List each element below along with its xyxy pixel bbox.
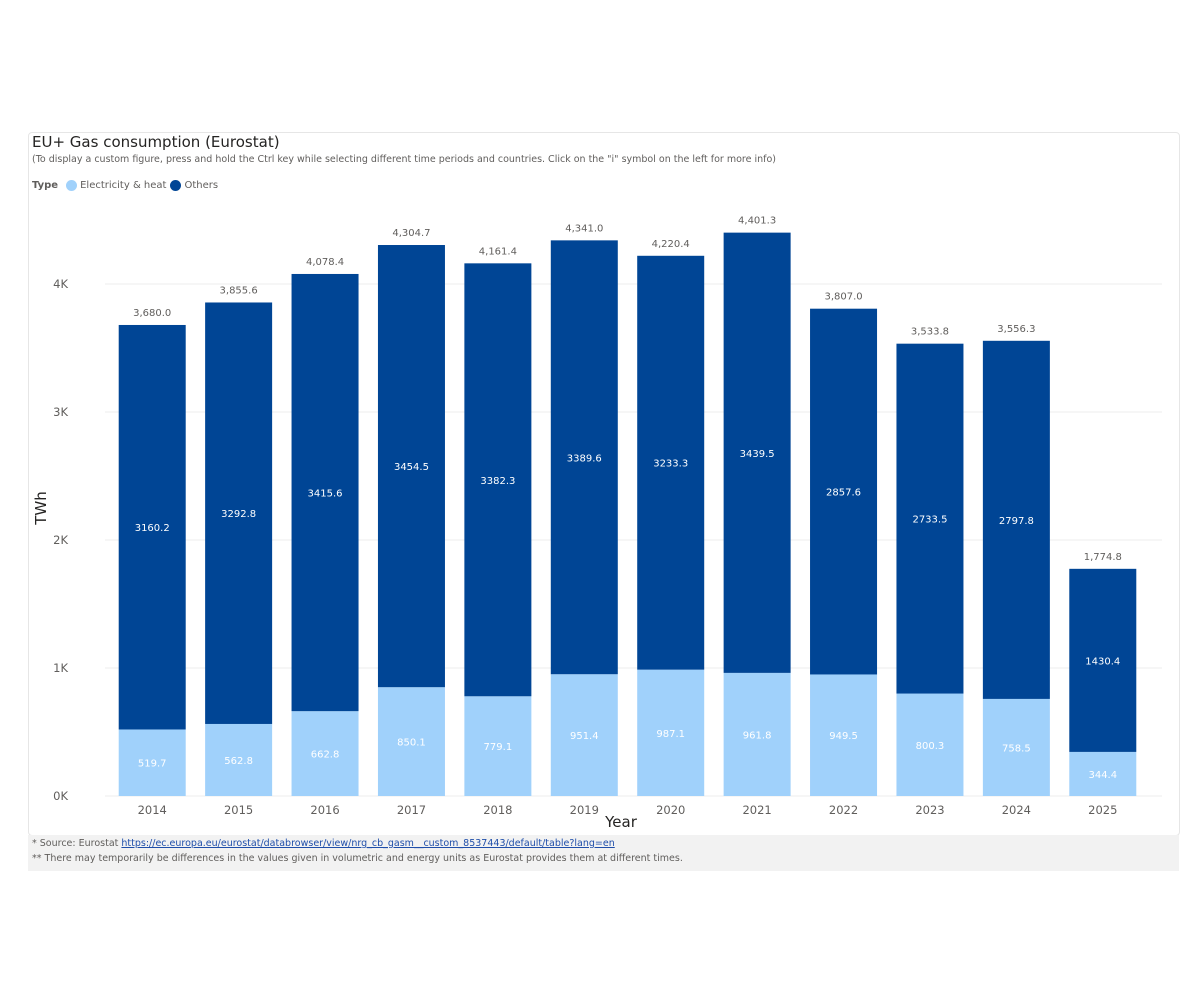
data-label-electricity-heat: 800.3: [916, 741, 945, 752]
data-label-total: 3,855.6: [220, 285, 258, 296]
x-tick-label: 2023: [915, 803, 944, 817]
x-tick-label: 2017: [397, 803, 426, 817]
bar-others: [291, 273, 359, 712]
legend-dot-others: [170, 180, 182, 191]
data-label-total: 3,807.0: [824, 292, 862, 303]
data-label-total: 4,220.4: [652, 239, 690, 250]
bar-electricity-heat: [810, 674, 878, 796]
data-label-total: 1,774.8: [1084, 552, 1122, 563]
footer-disclaimer: ** There may temporarily be differences …: [32, 853, 683, 864]
x-tick-label: 2021: [742, 803, 771, 817]
x-tick-label: 2014: [138, 803, 167, 817]
x-tick-label: 2020: [656, 803, 685, 817]
x-tick-label: 2015: [224, 803, 253, 817]
data-label-electricity-heat: 949.5: [829, 731, 858, 742]
data-label-others: 3233.3: [653, 459, 688, 470]
x-axis-title: Year: [604, 813, 638, 831]
data-label-others: 3439.5: [740, 449, 775, 460]
data-label-electricity-heat: 961.8: [743, 730, 772, 741]
x-tick-label: 2018: [483, 803, 512, 817]
bar-others: [810, 308, 878, 675]
bar-electricity-heat: [896, 693, 964, 796]
legend-item-electricity-heat[interactable]: Electricity & heat: [66, 180, 166, 191]
bar-electricity-heat: [118, 729, 186, 796]
y-tick-label: 4K: [53, 277, 68, 291]
y-tick-label: 3K: [53, 405, 68, 419]
data-label-others: 3389.6: [567, 453, 602, 464]
data-label-electricity-heat: 987.1: [656, 729, 685, 740]
data-label-total: 4,341.0: [565, 223, 603, 234]
data-label-total: 3,680.0: [133, 308, 171, 319]
y-tick-label: 0K: [53, 789, 68, 803]
x-tick-label: 2022: [829, 803, 858, 817]
data-label-others: 2857.6: [826, 488, 861, 499]
data-label-total: 4,078.4: [306, 257, 344, 268]
bar-others: [982, 340, 1050, 699]
footer-source: * Source: Eurostat https://ec.europa.eu/…: [32, 838, 615, 849]
legend-title: Type: [32, 180, 59, 191]
legend-item-others[interactable]: Others: [170, 180, 218, 191]
data-label-others: 3382.3: [480, 476, 515, 487]
bar-electricity-heat: [377, 687, 445, 796]
bar-others: [464, 263, 532, 697]
y-axis-title: TWh: [32, 491, 50, 526]
data-label-total: 4,304.7: [392, 228, 430, 239]
data-label-others: 3415.6: [308, 489, 343, 500]
data-label-total: 3,533.8: [911, 327, 949, 338]
data-label-others: 3292.8: [221, 509, 256, 520]
x-tick-label: 2024: [1002, 803, 1031, 817]
x-tick-label: 2025: [1088, 803, 1117, 817]
footer-notes: * Source: Eurostat https://ec.europa.eu/…: [28, 835, 1179, 871]
bar-electricity-heat: [982, 698, 1050, 796]
bar-others: [637, 255, 705, 670]
y-tick-label: 2K: [53, 533, 68, 547]
y-tick-label: 1K: [53, 661, 68, 675]
bar-electricity-heat: [1069, 751, 1137, 796]
bar-electricity-heat: [464, 696, 532, 796]
legend-label-electricity-heat: Electricity & heat: [80, 180, 167, 191]
data-label-electricity-heat: 344.4: [1088, 770, 1117, 781]
data-label-total: 3,556.3: [997, 324, 1035, 335]
bar-electricity-heat: [723, 672, 791, 796]
data-label-total: 4,401.3: [738, 216, 776, 227]
bar-others: [377, 245, 445, 688]
legend-dot-electricity-heat: [66, 180, 78, 191]
bar-electricity-heat: [205, 723, 273, 796]
data-label-others: 1430.4: [1085, 656, 1120, 667]
bar-others: [723, 232, 791, 673]
bar-electricity-heat: [637, 669, 705, 796]
bar-electricity-heat: [550, 674, 618, 796]
bar-electricity-heat: [291, 711, 359, 796]
data-label-total: 4,161.4: [479, 246, 517, 257]
data-label-electricity-heat: 758.5: [1002, 743, 1031, 754]
data-label-others: 2797.8: [999, 516, 1034, 527]
bar-others: [896, 343, 964, 694]
x-tick-label: 2019: [570, 803, 599, 817]
footer-source-link[interactable]: https://ec.europa.eu/eurostat/databrowse…: [121, 838, 615, 849]
footer-source-prefix: * Source: Eurostat: [32, 838, 122, 849]
legend: Type Electricity & heat Others: [32, 180, 222, 191]
data-label-electricity-heat: 562.8: [224, 756, 253, 767]
bar-others: [118, 324, 186, 730]
data-label-electricity-heat: 779.1: [484, 742, 513, 753]
data-label-others: 2733.5: [912, 515, 947, 526]
chart-subtitle: (To display a custom figure, press and h…: [32, 154, 777, 165]
bar-others: [1069, 568, 1137, 752]
data-label-electricity-heat: 951.4: [570, 731, 599, 742]
data-label-electricity-heat: 519.7: [138, 759, 167, 770]
data-label-electricity-heat: 662.8: [311, 750, 340, 761]
x-tick-label: 2016: [310, 803, 339, 817]
bar-others: [550, 240, 618, 675]
data-label-others: 3454.5: [394, 462, 429, 473]
data-label-others: 3160.2: [135, 523, 170, 534]
legend-label-others: Others: [184, 180, 219, 191]
bar-others: [205, 302, 273, 724]
data-label-electricity-heat: 850.1: [397, 738, 426, 749]
chart-title: EU+ Gas consumption (Eurostat): [32, 133, 280, 151]
